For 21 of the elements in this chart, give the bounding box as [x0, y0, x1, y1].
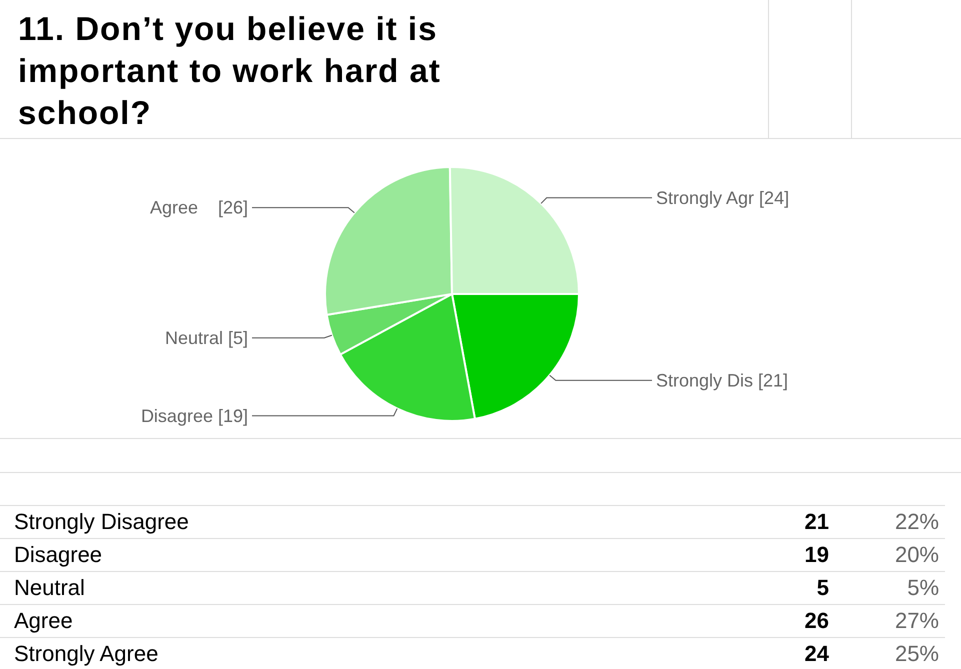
slice-label: Neutral [5] — [164, 328, 248, 348]
category-label: Neutral — [13, 575, 86, 601]
data-label: 25% — [894, 641, 939, 667]
data-label: 21 — [804, 509, 829, 535]
data-label: 27% — [894, 608, 939, 634]
category-label: Strongly Agree — [13, 641, 160, 667]
data-label: 22% — [894, 509, 939, 535]
data-label: 26 — [804, 608, 829, 634]
data-label: 20% — [894, 542, 939, 568]
category-label: Disagree — [13, 542, 104, 568]
data-label: 5% — [906, 575, 939, 601]
category-label: Agree — [13, 608, 74, 634]
slice-label: Agree [26] — [150, 198, 248, 218]
category-label: Strongly Disagree — [13, 509, 190, 535]
data-label: 19 — [804, 542, 829, 568]
slice-label: Strongly Dis [21] — [656, 370, 788, 390]
chart-title: 11. Don’t you believe it is important to work hard at school? — [18, 9, 442, 133]
slice-label: Disagree [19] — [140, 406, 248, 426]
data-label: 24 — [804, 641, 829, 667]
slice-label: Strongly Agr [24] — [656, 188, 790, 208]
data-label: 5 — [816, 575, 829, 601]
